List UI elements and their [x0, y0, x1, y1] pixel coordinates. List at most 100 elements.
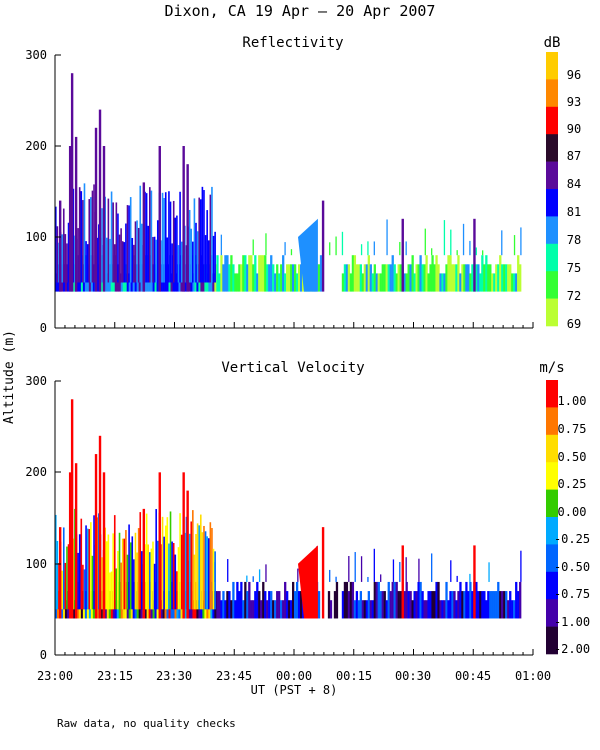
- x-tick-label: 01:00: [515, 669, 551, 683]
- x-tick-label: 23:00: [37, 669, 73, 683]
- echo-cell: [499, 591, 502, 619]
- echo-cell: [230, 255, 233, 292]
- echo-cell: [409, 264, 412, 292]
- velocity-y-ticks: 0 100 200 300: [25, 374, 61, 662]
- velocity-colorbar: [546, 380, 558, 655]
- echo-cell: [284, 273, 287, 292]
- tall-echo: [94, 127, 98, 292]
- echo-cell: [242, 600, 245, 619]
- echo-cell: [295, 273, 299, 292]
- colorbar-label: -1.00: [554, 615, 590, 629]
- echo-cell: [439, 600, 442, 619]
- echo-cell: [383, 591, 386, 619]
- echo-cell: [192, 600, 195, 619]
- y-tick-label: 0: [40, 648, 47, 662]
- colorbar-label: -0.50: [554, 560, 590, 574]
- echo-cell: [244, 581, 247, 619]
- echo-cell: [192, 510, 194, 610]
- velocity-colorbar-labels: 1.00 0.75 0.50 0.25 0.00 -0.25 -0.50 -0.…: [554, 394, 590, 656]
- echo-cell: [190, 228, 193, 283]
- echo-cell: [168, 191, 170, 283]
- echo-cell: [199, 199, 202, 283]
- echo-cell: [423, 600, 426, 619]
- echo-cell: [417, 264, 420, 292]
- echo-cell: [455, 264, 458, 292]
- echo-cell: [456, 575, 458, 582]
- echo-cell: [319, 255, 323, 292]
- echo-cell: [509, 591, 512, 619]
- echo-cell: [288, 264, 291, 292]
- echo-cell: [198, 525, 200, 610]
- echo-cell: [347, 264, 351, 292]
- colorbar-swatch: [546, 544, 558, 573]
- echo-cell: [475, 581, 478, 619]
- echo-cell: [214, 562, 216, 582]
- tall-echo: [321, 527, 325, 619]
- echo-cell: [121, 241, 124, 283]
- echo-cell: [161, 192, 164, 283]
- echo-cell: [449, 591, 452, 619]
- tall-echo: [98, 109, 102, 292]
- echo-cell: [395, 581, 398, 619]
- echo-cell: [212, 548, 215, 610]
- echo-cell: [457, 255, 460, 292]
- colorbar-label: 1.00: [558, 394, 587, 408]
- echo-cell: [254, 591, 257, 619]
- echo-cell: [133, 559, 135, 610]
- reflectivity-y-ticks: 0 100 200 300: [25, 48, 61, 335]
- echo-cell: [284, 242, 286, 256]
- echo-cell: [462, 223, 465, 256]
- colorbar-label: 0.75: [558, 422, 587, 436]
- echo-cell: [172, 200, 175, 283]
- echo-cell: [62, 208, 65, 283]
- echo-cell: [201, 532, 204, 610]
- tall-echo: [74, 463, 78, 619]
- echo-cell: [509, 264, 512, 292]
- echo-cell: [391, 255, 394, 292]
- echo-cell: [294, 264, 297, 292]
- figure-title: Dixon, CA 19 Apr — 20 Apr 2007: [165, 2, 436, 20]
- echo-cell: [177, 245, 180, 283]
- tall-echo: [102, 146, 106, 292]
- echo-cell: [106, 600, 110, 619]
- echo-cell: [375, 273, 378, 292]
- tall-echo: [94, 454, 98, 619]
- echo-cell: [351, 581, 355, 619]
- echo-cell: [421, 264, 424, 292]
- echo-cell: [139, 512, 142, 610]
- echo-cell: [469, 273, 472, 292]
- echo-cell: [475, 247, 477, 256]
- echo-cell: [519, 581, 522, 619]
- colorbar-label: 84: [567, 177, 581, 191]
- echo-cell: [192, 241, 194, 283]
- echo-cell: [240, 264, 243, 292]
- echo-cell: [299, 591, 303, 619]
- echo-cell: [505, 264, 508, 292]
- tall-echo: [158, 472, 161, 619]
- colorbar-swatch: [546, 462, 558, 490]
- echo-cell: [447, 600, 450, 619]
- echo-cell: [236, 273, 239, 292]
- echo-cell: [265, 233, 267, 256]
- echo-cell: [373, 241, 375, 256]
- echo-cell: [264, 591, 267, 619]
- echo-cell: [450, 229, 452, 256]
- echo-cell: [469, 581, 472, 619]
- echo-cell: [145, 193, 148, 283]
- echo-cell: [196, 231, 199, 283]
- echo-cell: [327, 591, 331, 619]
- echo-cell: [403, 273, 406, 292]
- echo-cell: [93, 515, 95, 610]
- echo-cell: [333, 591, 337, 619]
- y-tick-label: 300: [25, 48, 47, 62]
- echo-cell: [270, 591, 273, 619]
- echo-cell: [125, 223, 127, 283]
- echo-cell: [207, 538, 210, 610]
- echo-cell: [297, 568, 299, 582]
- echo-cell: [112, 533, 114, 610]
- echo-cell: [110, 571, 113, 610]
- echo-cell: [489, 591, 492, 619]
- echo-cell: [413, 591, 416, 619]
- tall-echo: [102, 472, 106, 619]
- echo-cell: [511, 600, 514, 619]
